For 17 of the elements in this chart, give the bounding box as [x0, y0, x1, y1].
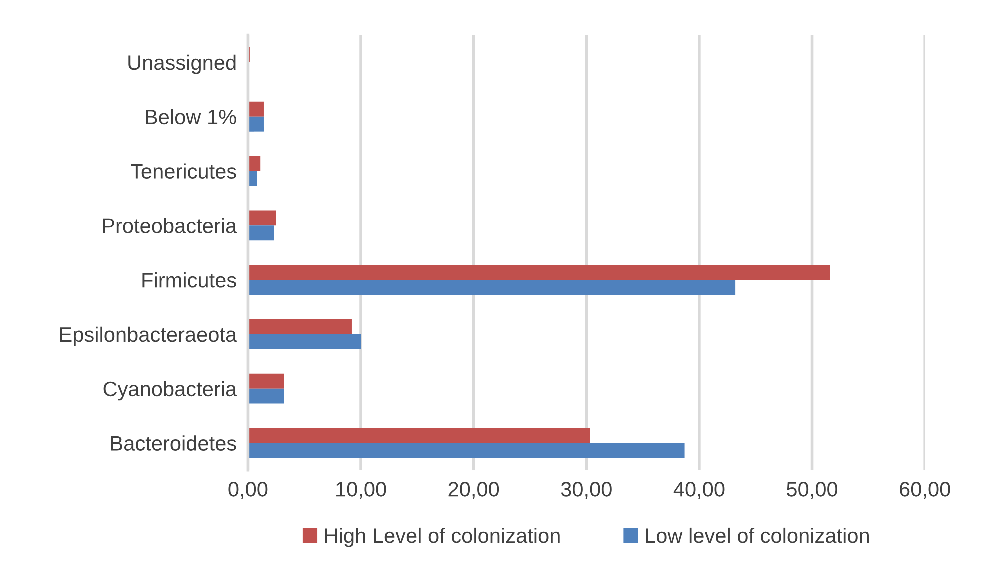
- y-tick-label: Bacteroidetes: [111, 436, 236, 451]
- legend-label: Low level of colonization: [646, 528, 869, 544]
- x-tick-label: 0,00: [228, 482, 268, 500]
- legend-label: High Level of colonization: [325, 528, 560, 548]
- x-tick-label: 40,00: [674, 482, 725, 500]
- y-tick-label: Firmicutes: [142, 272, 236, 288]
- x-tick-label: 50,00: [787, 482, 838, 500]
- x-tick-label: 10,00: [336, 482, 386, 500]
- y-tick-label: Tenericutes: [131, 164, 236, 180]
- y-tick-label: Proteobacteria: [103, 218, 238, 234]
- x-tick-label: 60,00: [900, 482, 950, 500]
- y-tick-label: Epsilonbacteraeota: [60, 326, 238, 346]
- y-tick-label: Unassigned: [128, 54, 236, 74]
- y-tick-label: Cyanobacteria: [104, 381, 238, 401]
- x-tick-label: 20,00: [448, 482, 500, 500]
- x-tick-label: 30,00: [561, 482, 612, 500]
- y-tick-label: Below 1%: [146, 109, 236, 125]
